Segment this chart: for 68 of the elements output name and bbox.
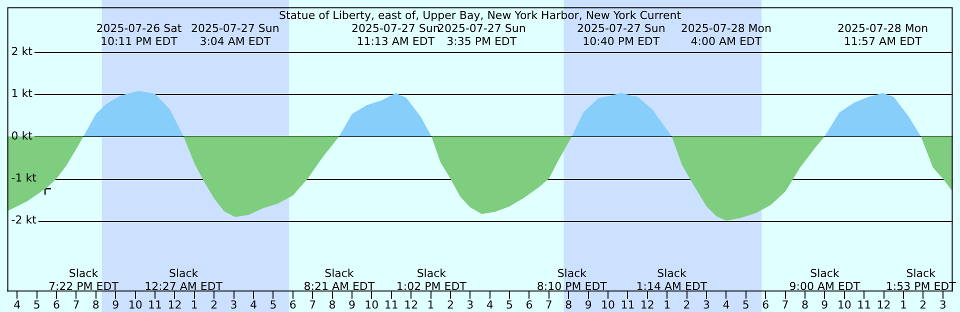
x-tick-label: 5 <box>506 298 514 312</box>
x-tick-label: 2 <box>446 298 454 312</box>
annotation: Slack 8:21 AM EDT <box>304 266 375 293</box>
chart-title: Statue of Liberty, east of, Upper Bay, New York Harbor, New York Current <box>278 9 682 22</box>
x-tick-label: 7 <box>782 298 789 312</box>
x-tick-label: 4 <box>722 298 730 312</box>
annotation: Slack 9:00 AM EDT <box>789 266 860 293</box>
annotation: 2025-07-26 Sat 10:11 PM EDT <box>96 22 182 48</box>
x-tick-label: 11 <box>148 298 162 312</box>
x-tick-label: 3 <box>466 298 474 312</box>
x-tick-label: 2 <box>210 298 218 312</box>
x-tick-label: 12 <box>168 298 182 312</box>
annotation: 2025-07-27 Sun 3:35 PM EDT <box>437 22 526 48</box>
annotation: 2025-07-27 Sun 10:40 PM EDT <box>576 22 666 48</box>
x-tick-label: 4 <box>486 298 494 312</box>
x-tick-label: 6 <box>526 298 533 312</box>
x-tick-label: 2 <box>683 298 690 312</box>
x-tick-label: 3 <box>230 298 238 312</box>
y-tick-label: -1 kt <box>11 171 38 184</box>
x-tick-label: 9 <box>348 298 356 312</box>
annotation: 2025-07-27 Sun 3:04 AM EDT <box>190 22 280 48</box>
y-tick-label: -2 kt <box>11 214 38 227</box>
x-tick-label: 6 <box>289 298 296 312</box>
annotation: 2025-07-27 Sun 11:13 AM EDT <box>351 22 440 48</box>
x-tick-label: 10 <box>837 298 852 312</box>
x-tick-label: 11 <box>384 298 398 312</box>
x-tick-label: 8 <box>801 298 808 312</box>
x-tick-label: 4 <box>14 298 21 312</box>
y-tick-label: 0 kt <box>11 129 34 142</box>
x-tick-label: 1 <box>190 298 198 312</box>
annotation: Slack 1:14 AM EDT <box>636 266 708 293</box>
x-tick-label: 10 <box>364 298 379 312</box>
x-tick-label: 6 <box>53 298 60 312</box>
x-tick-label: 5 <box>33 298 40 312</box>
annotation: 2025-07-28 Mon 11:57 AM EDT <box>837 22 928 48</box>
x-tick-label: 11 <box>857 298 872 312</box>
x-tick-label: 5 <box>742 298 750 312</box>
x-tick-label: 8 <box>92 298 100 312</box>
annotation: Slack 1:02 PM EDT <box>396 266 467 293</box>
annotation: Slack 8:10 PM EDT <box>536 266 608 293</box>
x-tick-label: 5 <box>270 298 277 312</box>
x-tick-label: 10 <box>601 298 616 312</box>
x-tick-label: 7 <box>309 298 316 312</box>
y-tick-label: 2 kt <box>11 44 34 58</box>
y-tick-label: 1 kt <box>11 87 34 100</box>
x-tick-label: 3 <box>939 298 946 312</box>
annotation: 2025-07-28 Mon 4:00 AM EDT <box>680 22 772 48</box>
x-tick-label: 1 <box>900 298 907 312</box>
x-tick-label: 6 <box>762 298 770 312</box>
x-tick-label: 1 <box>427 298 434 312</box>
x-tick-label: 9 <box>112 298 120 312</box>
x-tick-label: 4 <box>250 298 257 312</box>
x-tick-label: 8 <box>565 298 572 312</box>
x-tick-label: 12 <box>404 298 418 312</box>
x-tick-label: 11 <box>620 298 635 312</box>
x-tick-label: 9 <box>821 298 828 312</box>
x-tick-label: 3 <box>703 298 710 312</box>
x-tick-label: 7 <box>545 298 552 312</box>
x-tick-label: 12 <box>876 298 891 312</box>
annotation: Slack 7:22 PM EDT <box>48 266 119 293</box>
x-tick-label: 7 <box>72 298 80 312</box>
x-tick-label: 12 <box>640 298 654 312</box>
x-tick-label: 1 <box>664 298 671 312</box>
annotation: Slack 12:27 AM EDT <box>144 266 223 293</box>
x-tick-label: 10 <box>128 298 142 312</box>
x-tick-label: 9 <box>584 298 592 312</box>
x-tick-label: 8 <box>328 298 336 312</box>
x-tick-label: 2 <box>920 298 927 312</box>
